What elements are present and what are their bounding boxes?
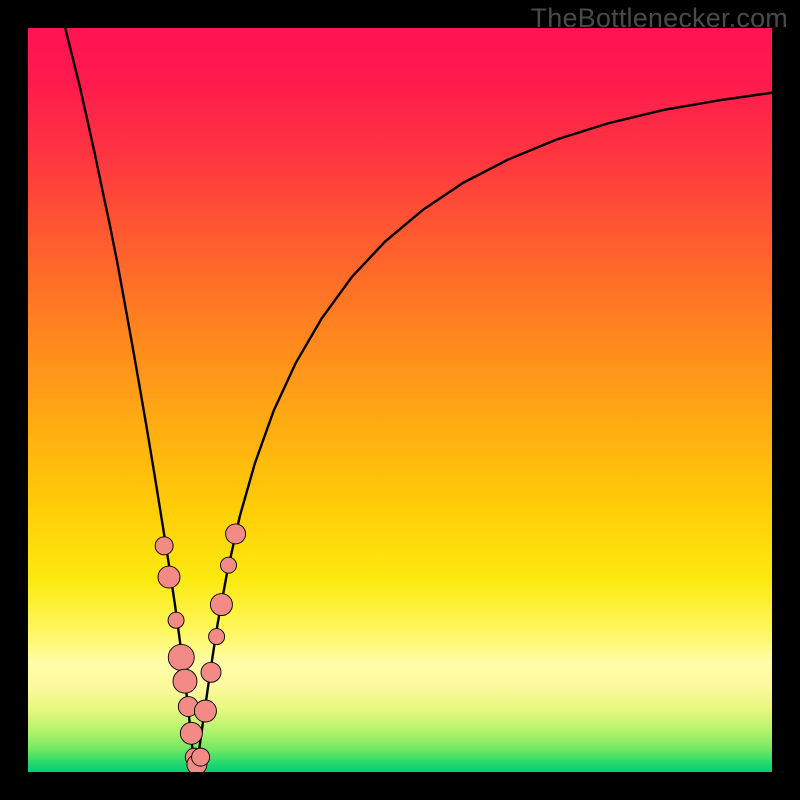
- curves-layer: [28, 28, 772, 772]
- data-marker: [155, 537, 173, 555]
- data-marker: [210, 594, 232, 616]
- data-marker: [194, 700, 216, 722]
- data-marker: [158, 566, 180, 588]
- data-marker: [173, 669, 197, 693]
- data-marker: [221, 557, 237, 573]
- data-marker: [180, 722, 202, 744]
- watermark-text: TheBottlenecker.com: [531, 3, 788, 34]
- data-marker: [201, 662, 221, 682]
- plot-area: [28, 28, 772, 772]
- data-marker: [192, 748, 210, 766]
- data-marker: [226, 524, 246, 544]
- data-marker: [168, 644, 194, 670]
- data-marker: [209, 629, 225, 645]
- right-bottleneck-curve: [195, 93, 772, 772]
- data-marker: [168, 612, 184, 628]
- chart-outer-frame: TheBottlenecker.com: [0, 0, 800, 800]
